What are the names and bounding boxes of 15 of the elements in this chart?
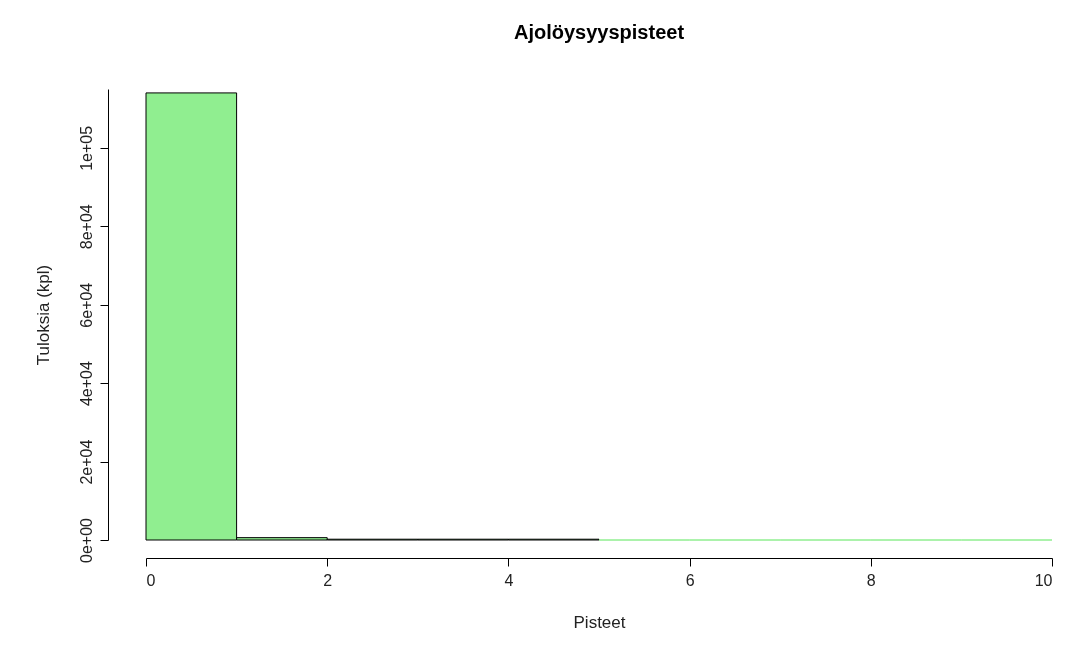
y-tick-label: 4e+04 xyxy=(77,361,95,407)
x-tick-label: 10 xyxy=(1034,571,1053,589)
y-tick-label: 1e+05 xyxy=(77,125,95,171)
y-tick-label: 2e+04 xyxy=(77,439,95,485)
x-axis-title: Pisteet xyxy=(573,612,626,632)
x-tick-label: 2 xyxy=(323,571,333,589)
y-tick-label: 6e+04 xyxy=(77,282,95,328)
y-tick-label: 0e+00 xyxy=(77,517,95,563)
x-tick-label: 4 xyxy=(504,571,514,589)
chart-title: Ajolöysyyspisteet xyxy=(513,21,685,43)
x-tick-label: 6 xyxy=(685,571,695,589)
x-tick-label: 0 xyxy=(146,571,156,589)
y-tick-label: 8e+04 xyxy=(77,204,95,250)
x-tick-label: 8 xyxy=(866,571,876,589)
y-axis-title: Tuloksia (kpl) xyxy=(33,264,53,366)
